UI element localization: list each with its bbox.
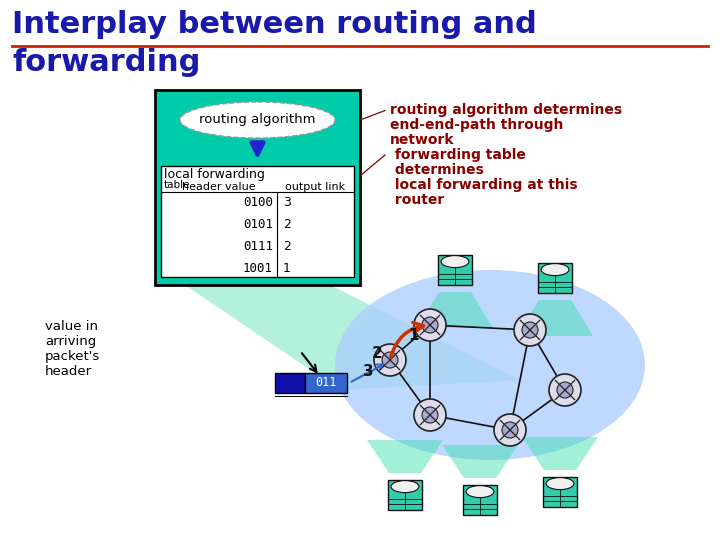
Ellipse shape (391, 481, 419, 492)
Circle shape (382, 352, 398, 368)
Circle shape (422, 317, 438, 333)
FancyBboxPatch shape (438, 254, 472, 286)
Polygon shape (442, 445, 518, 478)
Text: local forwarding: local forwarding (164, 168, 265, 181)
Circle shape (414, 399, 446, 431)
FancyBboxPatch shape (388, 480, 422, 510)
Text: routing algorithm: routing algorithm (199, 113, 316, 126)
Polygon shape (367, 440, 443, 473)
Text: value in
arriving
packet's
header: value in arriving packet's header (45, 320, 100, 378)
Text: 0101: 0101 (243, 218, 273, 231)
Circle shape (422, 407, 438, 423)
Polygon shape (522, 437, 598, 470)
Text: 3: 3 (283, 196, 291, 209)
Text: 1: 1 (408, 328, 418, 343)
Polygon shape (517, 300, 593, 336)
Text: forwarding table: forwarding table (390, 148, 526, 162)
Polygon shape (185, 285, 520, 390)
Ellipse shape (441, 255, 469, 268)
FancyBboxPatch shape (463, 484, 497, 515)
Ellipse shape (466, 485, 494, 497)
FancyBboxPatch shape (155, 90, 360, 285)
FancyBboxPatch shape (305, 373, 347, 393)
Circle shape (549, 374, 581, 406)
Text: 011: 011 (315, 376, 337, 389)
Text: end-end-path through: end-end-path through (390, 118, 563, 132)
FancyBboxPatch shape (275, 373, 305, 393)
Text: 2: 2 (283, 218, 291, 231)
Circle shape (494, 414, 526, 446)
Text: 2: 2 (372, 346, 383, 361)
FancyBboxPatch shape (543, 477, 577, 508)
Text: 3: 3 (363, 364, 374, 379)
Ellipse shape (180, 102, 335, 138)
Circle shape (502, 422, 518, 438)
Text: header value: header value (182, 182, 256, 192)
Text: table: table (164, 180, 191, 190)
Text: 2: 2 (283, 240, 291, 253)
Text: local forwarding at this: local forwarding at this (390, 178, 577, 192)
Ellipse shape (335, 270, 645, 460)
Circle shape (557, 382, 573, 398)
Text: network: network (390, 133, 454, 147)
Text: 1001: 1001 (243, 262, 273, 275)
Text: determines: determines (390, 163, 484, 177)
Text: 0111: 0111 (243, 240, 273, 253)
Circle shape (514, 314, 546, 346)
Circle shape (522, 322, 538, 338)
FancyBboxPatch shape (161, 166, 354, 277)
Text: routing algorithm determines: routing algorithm determines (390, 103, 622, 117)
Text: 0100: 0100 (243, 196, 273, 209)
Text: Interplay between routing and: Interplay between routing and (12, 10, 536, 39)
Polygon shape (417, 292, 493, 328)
FancyBboxPatch shape (538, 262, 572, 293)
Text: output link: output link (285, 182, 346, 192)
Text: forwarding: forwarding (12, 48, 200, 77)
Text: 1: 1 (283, 262, 291, 275)
Ellipse shape (546, 477, 574, 490)
Circle shape (374, 344, 406, 376)
Circle shape (414, 309, 446, 341)
Text: router: router (390, 193, 444, 207)
Ellipse shape (541, 264, 569, 275)
